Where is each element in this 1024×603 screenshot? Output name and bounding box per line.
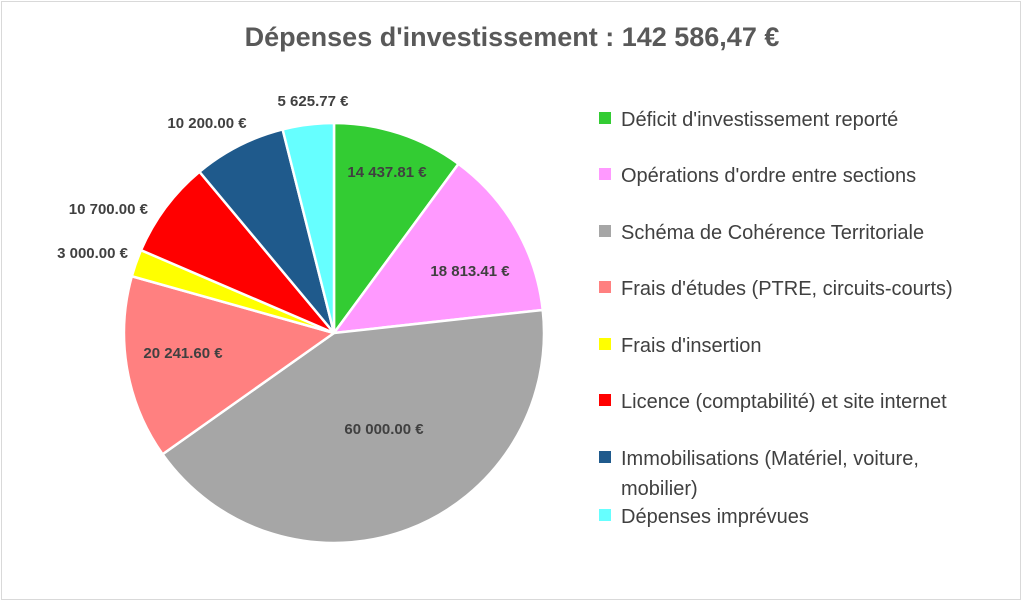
legend-swatch: [599, 112, 611, 124]
legend-swatch: [599, 225, 611, 237]
pie-slice-2: [331, 162, 545, 335]
legend-swatch: [599, 451, 611, 463]
pie-slice-4: [122, 274, 337, 457]
data-label-5: 3 000.00 €: [57, 245, 129, 262]
pie-slice-3: [160, 308, 546, 545]
legend-label: Opérations d'ordre entre sections: [621, 165, 917, 187]
data-label-4: 20 241.60 €: [143, 345, 223, 362]
data-label-3: 60 000.00 €: [344, 421, 424, 438]
data-label-7: 10 200.00 €: [167, 115, 247, 132]
data-label-1: 14 437.81 €: [347, 164, 427, 181]
data-label-6: 10 700.00 €: [69, 201, 149, 218]
legend-label: Dépenses imprévues: [621, 506, 809, 528]
data-label-2: 18 813.41 €: [430, 263, 510, 280]
legend-label: Frais d'études (PTRE, circuits-courts): [621, 278, 953, 300]
legend-label: Licence (comptabilité) et site internet: [621, 391, 947, 413]
legend-swatch: [599, 168, 611, 180]
pie-slice-1: [332, 121, 461, 337]
legend-label: Déficit d'investissement reporté: [621, 109, 899, 131]
legend-label: Frais d'insertion: [621, 335, 762, 357]
legend-label: Immobilisations (Matériel, voiture, mobi…: [621, 448, 919, 500]
legend-swatch: [599, 394, 611, 406]
legend-swatch: [599, 509, 611, 521]
pie-slice-6: [139, 169, 335, 335]
data-label-8: 5 625.77 €: [278, 93, 350, 110]
legend-swatch: [599, 338, 611, 350]
legend-swatch: [599, 281, 611, 293]
chart-title: Dépenses d'investissement : 142 586,47 €: [244, 22, 780, 52]
legend-label: Schéma de Cohérence Territoriale: [621, 222, 925, 244]
pie-slice-8: [281, 121, 336, 334]
